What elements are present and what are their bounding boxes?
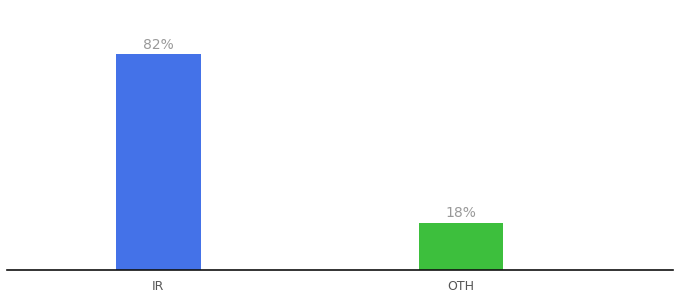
Bar [116,54,201,270]
Text: 18%: 18% [445,206,477,220]
Text: 82%: 82% [143,38,173,52]
Bar [419,223,503,270]
